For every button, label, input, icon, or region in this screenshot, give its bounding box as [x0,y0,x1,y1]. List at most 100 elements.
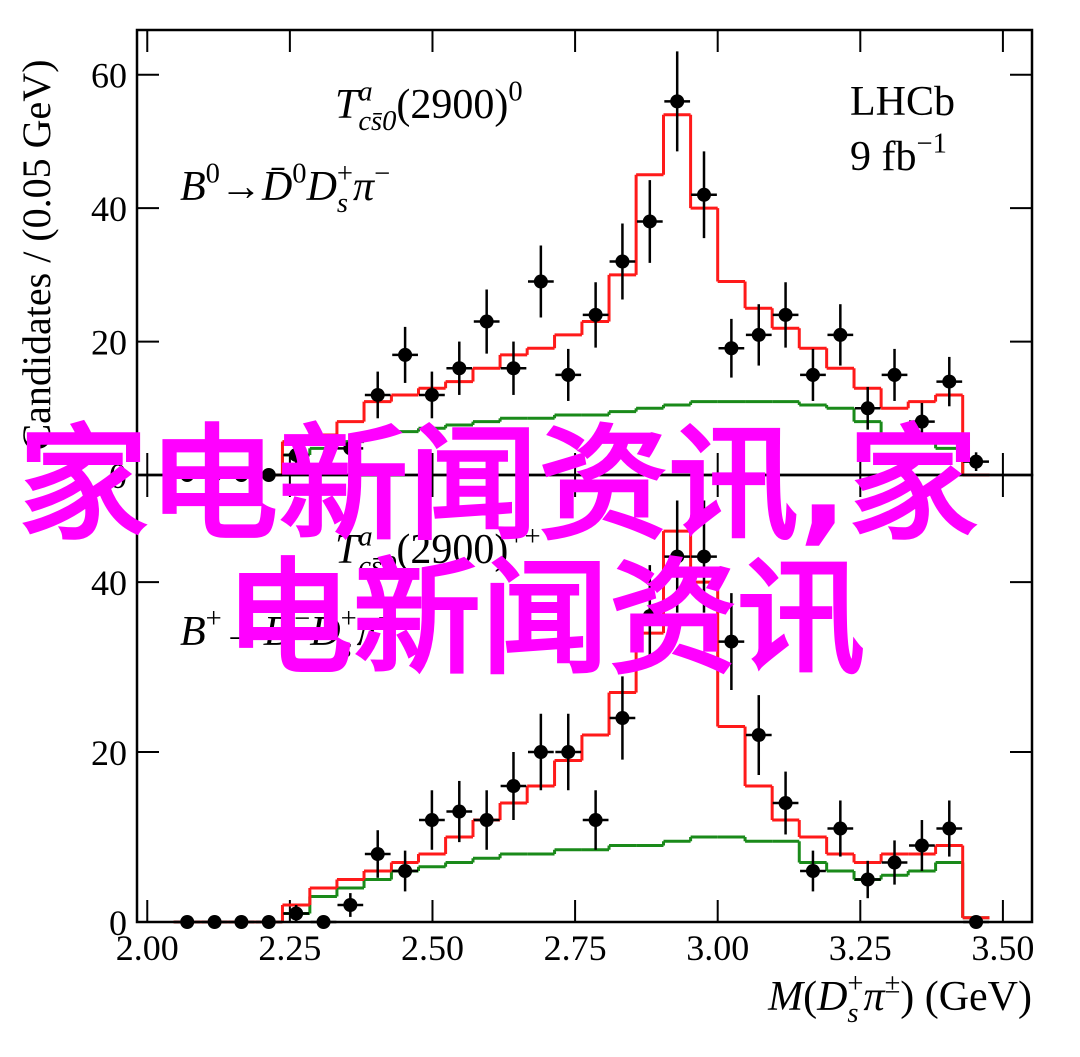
text-part: T [335,82,361,128]
data-point [833,327,848,342]
y-tick-label: 0 [109,903,127,943]
y-tick-label: 20 [91,323,127,363]
annotation: B 0 → D̄ 0 D +s π − [180,158,390,218]
text-part: −1 [917,128,947,159]
y-tick-label: 40 [91,563,127,603]
text-part: − [294,603,310,634]
data-point [697,549,712,564]
text-part: ++ [508,521,540,552]
data-point [914,838,929,853]
data-point [398,864,413,879]
text-part: M [767,974,805,1020]
text-part: ( [803,974,817,1020]
data-point [343,441,358,456]
data-point [398,347,413,362]
text-part: 0 [508,76,522,107]
text-part: ) (GeV) [900,974,1032,1020]
text-part: + [206,603,222,634]
data-point [642,609,657,624]
text-part: → [222,609,264,655]
y-tick-label: 0 [109,456,127,496]
data-point [670,94,685,109]
text-part: B [180,164,206,210]
data-point [561,367,576,382]
text-part: π [357,609,379,655]
x-tick-label: 3.00 [686,928,749,968]
data-point [316,461,331,476]
text-part: 0 [292,158,306,189]
data-point [751,728,766,743]
data-point [370,847,385,862]
data-point [479,813,494,828]
data-point [697,187,712,202]
data-point [670,549,685,564]
x-tick-label: 2.25 [258,928,321,968]
x-tick-label: 3.25 [829,928,892,968]
text-part: 0 [206,158,220,189]
data-point [615,254,630,269]
text-part: + [337,158,353,189]
x-tick-label: 2.75 [544,928,607,968]
x-tick-label: 2.00 [116,928,179,968]
data-point [942,374,957,389]
text-part: D [309,609,340,655]
data-point [289,906,304,921]
text-part: D̄ [261,164,292,210]
text-part: (2900) [396,82,508,128]
data-point [424,387,439,402]
text-part: LHCb [850,79,955,125]
text-part: s [337,188,348,219]
data-point [642,214,657,229]
text-part: a [358,76,372,107]
overlay-line: 家电新闻资讯,家 [18,413,978,558]
text-part: → [220,164,262,210]
text-part: T [335,527,361,573]
data-point [860,872,875,887]
text-part: D [263,609,294,655]
text-part: + [378,603,394,634]
data-point [942,821,957,836]
text-part: s [847,998,858,1029]
data-point [778,307,793,322]
data-point [343,898,358,913]
text-part: π [353,164,375,210]
x-tick-label: 3.50 [971,928,1034,968]
text-part: − [374,158,390,189]
text-part: π [864,974,886,1020]
data-point [805,864,820,879]
text-part: a [358,521,372,552]
text-part: s [341,633,352,664]
data-point [479,314,494,329]
data-point [533,274,548,289]
text-part: (2900) [396,527,508,573]
data-point [533,745,548,760]
data-point [751,327,766,342]
text-part: D [306,164,337,210]
data-point [724,634,739,649]
data-point [887,367,902,382]
text-part: ± [885,968,901,999]
text-part: cs̄0 [358,551,396,582]
data-point [833,821,848,836]
data-point [424,813,439,828]
y-tick-label: 40 [91,189,127,229]
data-point [588,307,603,322]
text-part: + [847,968,863,999]
text-part: D [816,974,847,1020]
data-point [778,796,793,811]
data-point [914,414,929,429]
data-point [289,447,304,462]
data-point [860,401,875,416]
text-part: + [341,603,357,634]
data-point [506,361,521,376]
data-point [452,361,467,376]
data-point [506,779,521,794]
annotation: B + → D − D +s π + [180,603,394,663]
data-point [887,855,902,870]
data-point [805,367,820,382]
